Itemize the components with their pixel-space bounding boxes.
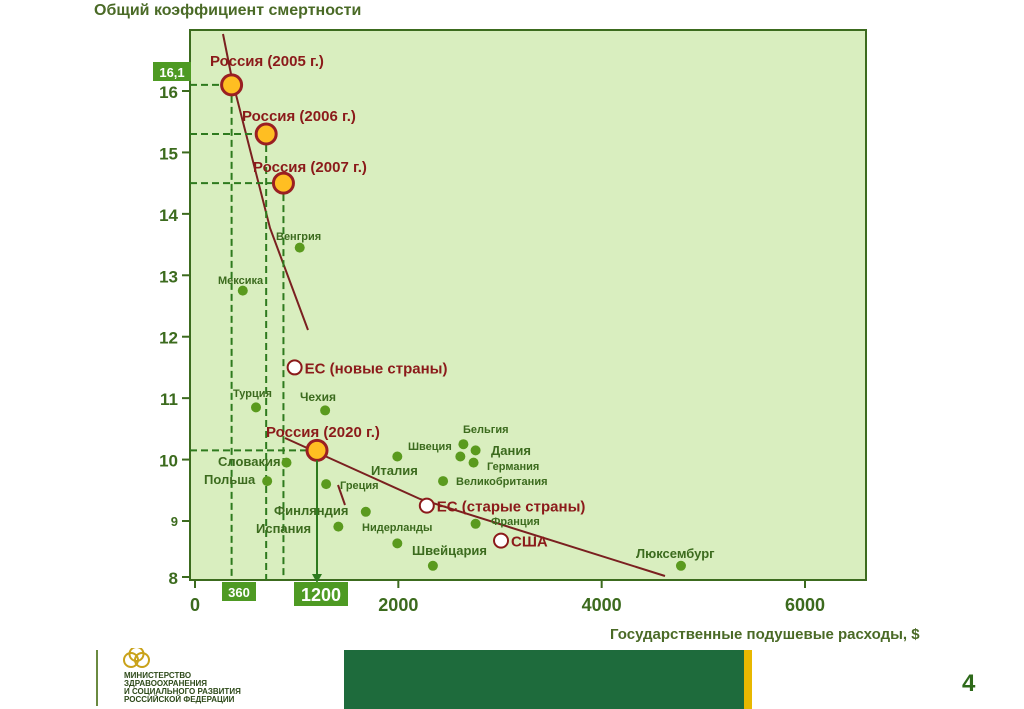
y-tick-label: 11 [160,390,178,409]
x-tick-label: 0 [190,595,200,615]
russia-label-2: Россия (2006 г.) [242,108,356,125]
country-label-швейцария: Швейцария [412,543,487,558]
y-tick-label: 10 [159,452,178,471]
country-label-дания: Дания [491,443,531,458]
group-label-ес-старые-страны: ЕС (старые страны) [437,499,586,516]
russia-label-4: Россия (2020 г.) [266,424,380,441]
data-point-финляндия [360,506,371,517]
y-tick-label: 12 [159,329,178,348]
y-tick-label: 14 [159,206,178,225]
three-rings-emblem-icon [123,648,150,668]
logo-line-4: РОССИЙСКОЙ ФЕДЕРАЦИИ [124,695,235,704]
country-label-турция: Турция [233,388,272,400]
russia-point-1 [220,73,244,97]
data-point-нидерланды [392,538,403,549]
data-point-греция [321,479,332,490]
country-label-франция: Франция [491,516,540,528]
marked-value-box-16-1 [153,62,191,81]
country-label-италия: Италия [371,463,418,478]
marked-value-1200: 1200 [301,585,341,605]
group-label-сша: США [511,534,548,551]
country-label-испания: Испания [256,521,311,536]
data-point-германия [468,457,479,468]
country-label-словакия: Словакия [218,454,281,469]
russia-point-4 [305,438,329,462]
country-label-люксембург: Люксембург [636,546,715,561]
y-tick-label: 16 [159,83,178,102]
data-point-польша [262,476,273,487]
country-label-венгрия: Венгрия [276,231,321,243]
y-tick-label: 15 [159,144,178,163]
russia-point-3 [271,171,295,195]
data-point-швейцария [427,560,438,571]
y-tick-label: 8 [169,569,178,588]
y-tick-label: 13 [159,267,178,286]
y-tick-label: 9 [171,514,178,529]
logo-line-3: И СОЦИАЛЬНОГО РАЗВИТИЯ [124,687,241,696]
x-axis-title: Государственные подушевые расходы, $ [610,626,920,643]
group-marker-ес-новые-страны [286,359,303,376]
country-label-мексика: Мексика [218,275,264,287]
group-marker-ес-старые-страны [418,497,435,514]
data-point-швеция [455,451,466,462]
trend-line-lower [284,437,666,577]
country-label-чехия: Чехия [300,390,336,404]
data-point-франция [470,518,481,529]
data-point-словакия [281,457,292,468]
data-point-великобритания [438,476,449,487]
data-point-чехия [320,405,331,416]
x-tick-label: 6000 [785,595,825,615]
russia-point-2 [254,122,278,146]
arrow-head-1200 [312,574,322,583]
marked-value-box-1200 [294,582,348,606]
marked-value-box-360 [222,582,256,601]
country-label-польша: Польша [204,472,256,487]
y-axis-title: Общий коэффициент смертности [94,2,362,19]
x-tick-label: 2000 [378,595,418,615]
marked-value-360: 360 [228,585,250,600]
logo-divider [96,650,98,706]
country-label-германия: Германия [487,461,539,473]
scatter-chart: 8 9 10 11 12 13 14 15 16 0 2000 4000 6000 Венгрия Мекс… [153,29,867,615]
data-point-мексика [237,285,248,296]
ministry-name: МИНИСТЕРСТВО ЗДРАВООХРАНЕНИЯ И СОЦИАЛЬНО… [124,672,241,704]
country-label-бельгия: Бельгия [463,424,509,436]
marked-value-16-1: 16,1 [159,65,184,80]
country-label-греция: Греция [340,480,379,492]
data-point-бельгия [458,439,469,450]
logo-line-2: ЗДРАВООХРАНЕНИЯ [124,679,207,688]
trend-line-upper [222,33,309,331]
logo-line-1: МИНИСТЕРСТВО [124,671,192,680]
group-label-ес-новые-страны: ЕС (новые страны) [305,360,448,377]
data-point-италия [392,451,403,462]
page-number: 4 [962,670,976,697]
country-label-швеция: Швеция [408,441,452,453]
country-label-великобритания: Великобритания [456,476,548,488]
data-point-дания [470,445,481,456]
country-label-финляндия: Финляндия [274,503,348,518]
x-tick-label: 4000 [582,595,622,615]
russia-label-3: Россия (2007 г.) [253,159,367,176]
plot-area [189,29,867,581]
data-point-испания [333,521,344,532]
footer-accent [744,650,752,709]
trend-line-gap [337,484,346,506]
country-label-нидерланды: Нидерланды [362,522,432,534]
data-point-люксембург [675,560,686,571]
russia-label-1: Россия (2005 г.) [210,53,324,70]
data-point-турция [251,402,261,413]
footer-bar [344,650,744,709]
group-marker-сша [493,532,510,549]
data-point-венгрия [294,242,305,253]
